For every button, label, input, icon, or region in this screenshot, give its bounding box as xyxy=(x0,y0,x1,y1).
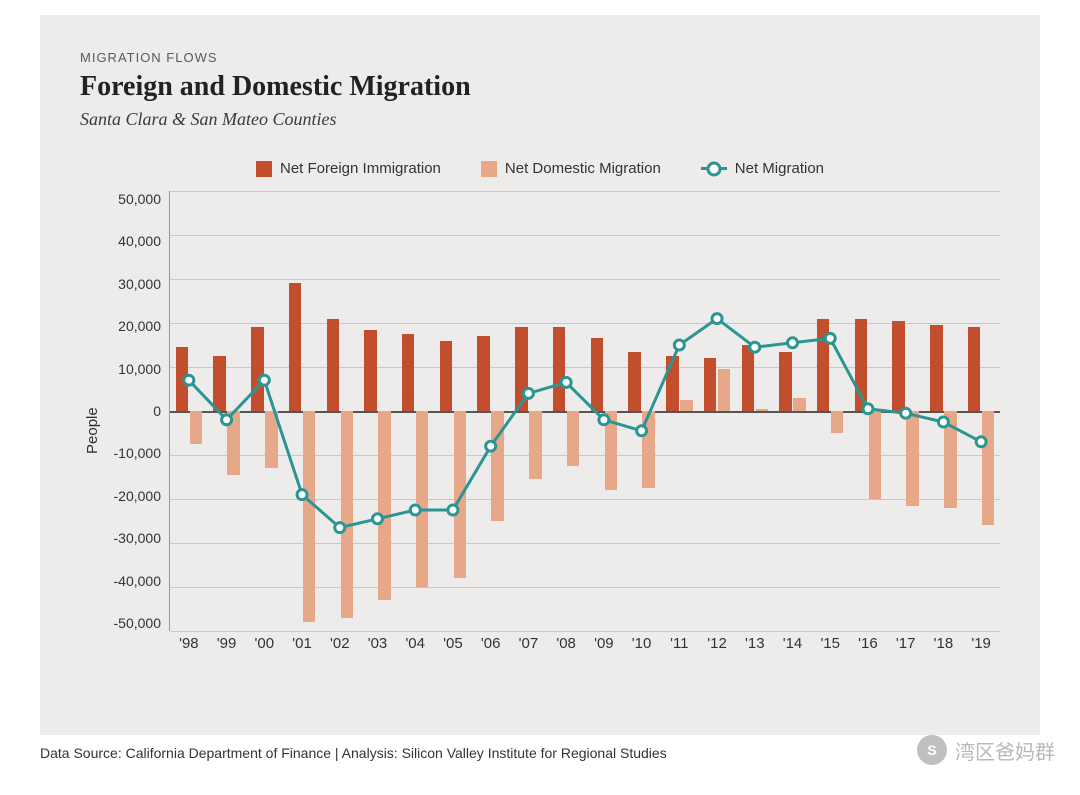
x-tick: '17 xyxy=(896,635,916,652)
x-tick: '15 xyxy=(820,635,840,652)
y-tick: 30,000 xyxy=(118,276,161,292)
net-marker xyxy=(599,415,609,425)
x-tick: '18 xyxy=(934,635,954,652)
x-tick: '08 xyxy=(556,635,576,652)
net-marker xyxy=(750,342,760,352)
net-marker xyxy=(410,505,420,515)
legend-swatch-domestic xyxy=(481,161,497,177)
legend-line-net xyxy=(701,167,727,170)
x-tick: '19 xyxy=(971,635,991,652)
y-tick: -40,000 xyxy=(114,573,161,589)
grid-line xyxy=(170,631,1000,632)
net-marker xyxy=(448,505,458,515)
legend-item-domestic: Net Domestic Migration xyxy=(481,160,661,177)
y-tick: -20,000 xyxy=(114,488,161,504)
x-tick: '14 xyxy=(783,635,803,652)
watermark-icon: S xyxy=(917,735,947,765)
net-marker xyxy=(259,375,269,385)
y-tick: 20,000 xyxy=(118,318,161,334)
legend-item-net: Net Migration xyxy=(701,160,824,177)
net-marker xyxy=(523,388,533,398)
y-tick: 0 xyxy=(153,403,161,419)
net-marker xyxy=(637,426,647,436)
legend-label-domestic: Net Domestic Migration xyxy=(505,160,661,177)
x-tick: '09 xyxy=(594,635,614,652)
net-marker xyxy=(561,377,571,387)
x-tick: '05 xyxy=(443,635,463,652)
y-tick: -10,000 xyxy=(114,445,161,461)
overline: MIGRATION FLOWS xyxy=(80,50,1000,65)
x-tick: '13 xyxy=(745,635,765,652)
net-marker xyxy=(674,340,684,350)
chart-card: MIGRATION FLOWS Foreign and Domestic Mig… xyxy=(40,15,1040,735)
net-marker xyxy=(825,333,835,343)
chart-area: People 50,000 40,000 30,000 20,000 10,000 0 -1… xyxy=(80,191,1000,671)
x-tick: '06 xyxy=(481,635,501,652)
chart-subtitle: Santa Clara & San Mateo Counties xyxy=(80,109,1000,130)
net-marker xyxy=(938,417,948,427)
x-tick: '00 xyxy=(255,635,275,652)
source-line: Data Source: California Department of Fi… xyxy=(40,745,667,761)
x-tick: '10 xyxy=(632,635,652,652)
net-marker xyxy=(788,338,798,348)
legend-label-net: Net Migration xyxy=(735,160,824,177)
y-tick: 10,000 xyxy=(118,361,161,377)
y-tick: 40,000 xyxy=(118,233,161,249)
x-tick: '04 xyxy=(405,635,425,652)
net-marker xyxy=(373,514,383,524)
y-tick: -50,000 xyxy=(114,615,161,631)
x-axis: '98 '99 '00 '01 '02 '03 '04 '05 '06 '07 '08 '09 '10 '… xyxy=(170,635,1000,665)
net-marker xyxy=(976,437,986,447)
net-marker xyxy=(335,523,345,533)
legend: Net Foreign Immigration Net Domestic Mig… xyxy=(80,160,1000,177)
x-tick: '12 xyxy=(707,635,727,652)
y-axis: 50,000 40,000 30,000 20,000 10,000 0 -10,000 -2… xyxy=(105,191,169,631)
x-tick: '02 xyxy=(330,635,350,652)
chart-title: Foreign and Domestic Migration xyxy=(80,71,1000,103)
legend-item-foreign: Net Foreign Immigration xyxy=(256,160,441,177)
net-marker xyxy=(901,408,911,418)
net-marker xyxy=(486,441,496,451)
x-tick: '07 xyxy=(519,635,539,652)
net-marker xyxy=(863,404,873,414)
net-marker xyxy=(184,375,194,385)
x-tick: '11 xyxy=(670,635,688,652)
y-axis-label: People xyxy=(80,191,105,671)
legend-swatch-foreign xyxy=(256,161,272,177)
line-layer xyxy=(170,191,1000,631)
x-tick: '98 xyxy=(179,635,199,652)
legend-label-foreign: Net Foreign Immigration xyxy=(280,160,441,177)
y-tick: 50,000 xyxy=(118,191,161,207)
y-tick: -30,000 xyxy=(114,530,161,546)
watermark-text: 湾区爸妈群 xyxy=(955,736,1055,765)
x-tick: '03 xyxy=(368,635,388,652)
x-tick: '16 xyxy=(858,635,878,652)
x-tick: '01 xyxy=(292,635,312,652)
watermark: S 湾区爸妈群 xyxy=(917,735,1055,765)
x-tick: '99 xyxy=(217,635,237,652)
net-marker xyxy=(297,490,307,500)
net-marker xyxy=(712,314,722,324)
net-marker xyxy=(222,415,232,425)
plot-area: '98'99'00'01'02'03'04'05'06'07'08'09'10'… xyxy=(169,191,1000,631)
